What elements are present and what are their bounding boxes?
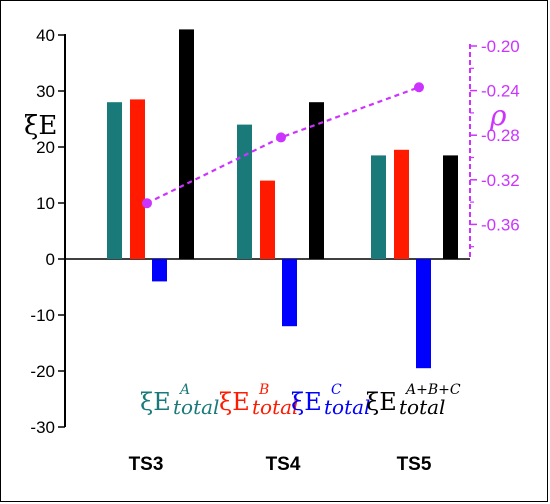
rho-point-TS3 [142,198,152,209]
bar-TS4-series-4 [309,102,324,259]
legend-symbol: ξE [366,388,397,416]
legend-symbol: ξE [219,388,250,416]
y2-tick-label: -0.20 [481,37,520,56]
rho-series [142,82,424,209]
y-tick-label: -10 [30,306,55,325]
rho-point-TS5 [414,82,424,93]
y-tick-label: 30 [36,82,55,101]
bar-TS4-series-1 [237,124,252,259]
bar-TS4-series-3 [282,259,297,327]
legend-subscript: total [173,395,219,419]
bar-TS4-series-2 [260,180,275,259]
legend-superscript: A+B+C [404,382,461,398]
y-tick-label: 40 [36,26,55,45]
y-tick-label: 10 [36,194,55,213]
legend-subscript: total [252,395,298,419]
legend-subscript: total [324,395,370,419]
rho-line [146,86,420,205]
bars [107,29,458,369]
y2-tick-label: -0.36 [481,215,520,234]
bar-TS3-series-3 [152,259,167,282]
rho-point-TS4 [276,132,286,143]
legend-symbol: ξE [140,388,171,416]
legend-superscript: C [331,382,342,398]
bar-TS5-series-3 [416,259,431,369]
y2-axis-title: ρ [489,99,507,132]
category-labels: TS3 TS4 TS5 [129,454,432,475]
bar-TS5-series-4 [443,155,458,259]
legend-subscript: total [399,395,445,419]
y-tick-label: -20 [30,362,55,381]
y-axis-right-ticks: -0.20 -0.24 -0.28 -0.32 -0.36 [470,37,520,248]
y-tick-label: -30 [30,418,55,437]
y-axis-title: ξE [24,111,57,141]
bar-TS3-series-1 [107,102,122,259]
y2-tick-label: -0.24 [481,82,520,101]
legend-symbol: ξE [291,388,322,416]
y-tick-label: 20 [36,138,55,157]
category-label-TS3: TS3 [129,454,164,475]
y-axis-left-ticks: -30 -20 -10 0 10 20 30 40 [30,26,65,437]
bar-TS5-series-2 [394,149,409,259]
legend-superscript: A [178,382,190,398]
y-tick-label: 0 [46,250,55,269]
legend-superscript: B [258,382,269,398]
category-label-TS4: TS4 [266,454,301,475]
bar-TS3-series-2 [130,99,145,260]
bar-TS5-series-1 [371,155,386,259]
y2-tick-label: -0.32 [481,171,520,190]
category-label-TS5: TS5 [397,454,432,475]
bar-TS3-series-4 [179,29,194,260]
y2-tick-label: -0.28 [481,126,520,145]
